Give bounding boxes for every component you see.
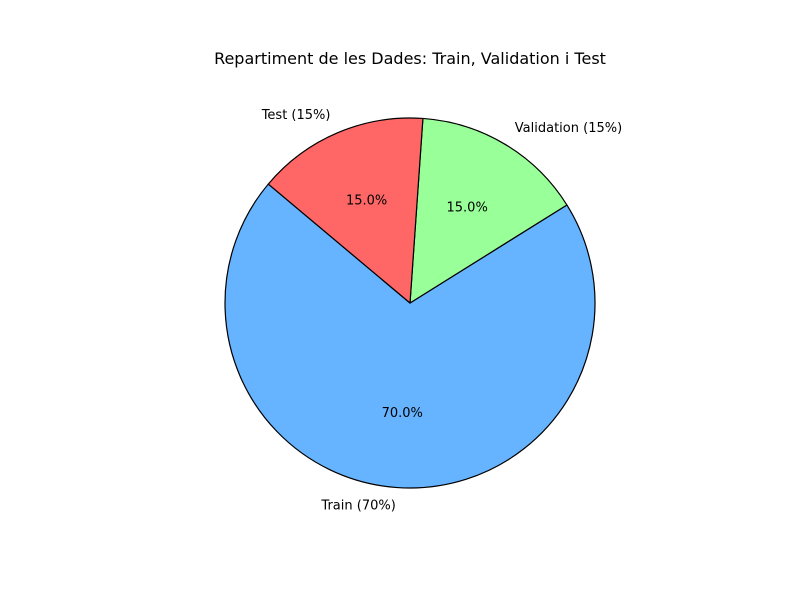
pie-slices [224,117,596,489]
percent-label-test-15: 15.0% [346,193,387,208]
slice-label-test-15: Test (15%) [261,108,331,123]
chart-title: Repartiment de les Dades: Train, Validat… [214,49,606,68]
pie-slice-validation-15 [409,117,568,304]
pie-slice-test-15 [267,117,424,304]
slice-label-train-70: Train (70%) [320,499,395,514]
pie-slice-train-70 [224,183,596,489]
pie-labels: Train (70%) 70.0% Validation (15%) 15.0% Tes… [261,108,622,513]
percent-label-validation-15: 15.0% [447,200,488,215]
slice-label-validation-15: Validation (15%) [515,121,622,136]
percent-label-train-70: 70.0% [382,406,423,421]
